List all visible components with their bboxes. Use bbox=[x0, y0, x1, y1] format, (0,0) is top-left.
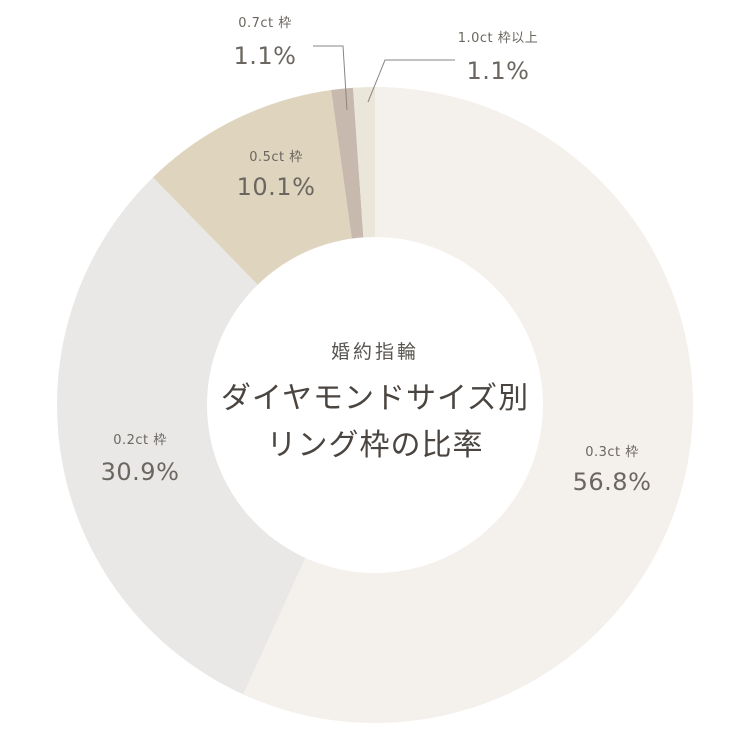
value-label-0.7ct: 1.1% bbox=[234, 42, 297, 70]
category-label-0.5ct: 0.5ct 枠 bbox=[249, 150, 303, 165]
value-label-0.2ct: 30.9% bbox=[101, 458, 180, 486]
category-label-0.2ct: 0.2ct 枠 bbox=[113, 433, 167, 448]
leader-lines bbox=[313, 45, 455, 111]
chart-title-line-1: 婚約指輪 bbox=[331, 341, 419, 363]
category-label-0.7ct: 0.7ct 枠 bbox=[238, 16, 292, 31]
value-label-0.5ct: 10.1% bbox=[237, 173, 316, 201]
category-label-0.3ct: 0.3ct 枠 bbox=[585, 445, 639, 460]
chart-title-line-2: ダイヤモンドサイズ別 bbox=[221, 381, 529, 416]
value-label-1.0ct: 1.1% bbox=[467, 57, 530, 85]
donut-hole bbox=[207, 237, 543, 573]
category-label-1.0ct: 1.0ct 枠以上 bbox=[458, 31, 539, 46]
leader-line-0.7ct bbox=[313, 45, 348, 111]
leader-line-1.0ct bbox=[367, 59, 455, 103]
chart-title: 婚約指輪 ダイヤモンドサイズ別 リング枠の比率 bbox=[221, 341, 529, 463]
value-label-0.3ct: 56.8% bbox=[573, 468, 652, 496]
chart-title-line-3: リング枠の比率 bbox=[267, 428, 484, 463]
slice-labels: 0.3ct 枠 56.8% 0.2ct 枠 30.9% 0.5ct 枠 10.1… bbox=[101, 16, 652, 496]
